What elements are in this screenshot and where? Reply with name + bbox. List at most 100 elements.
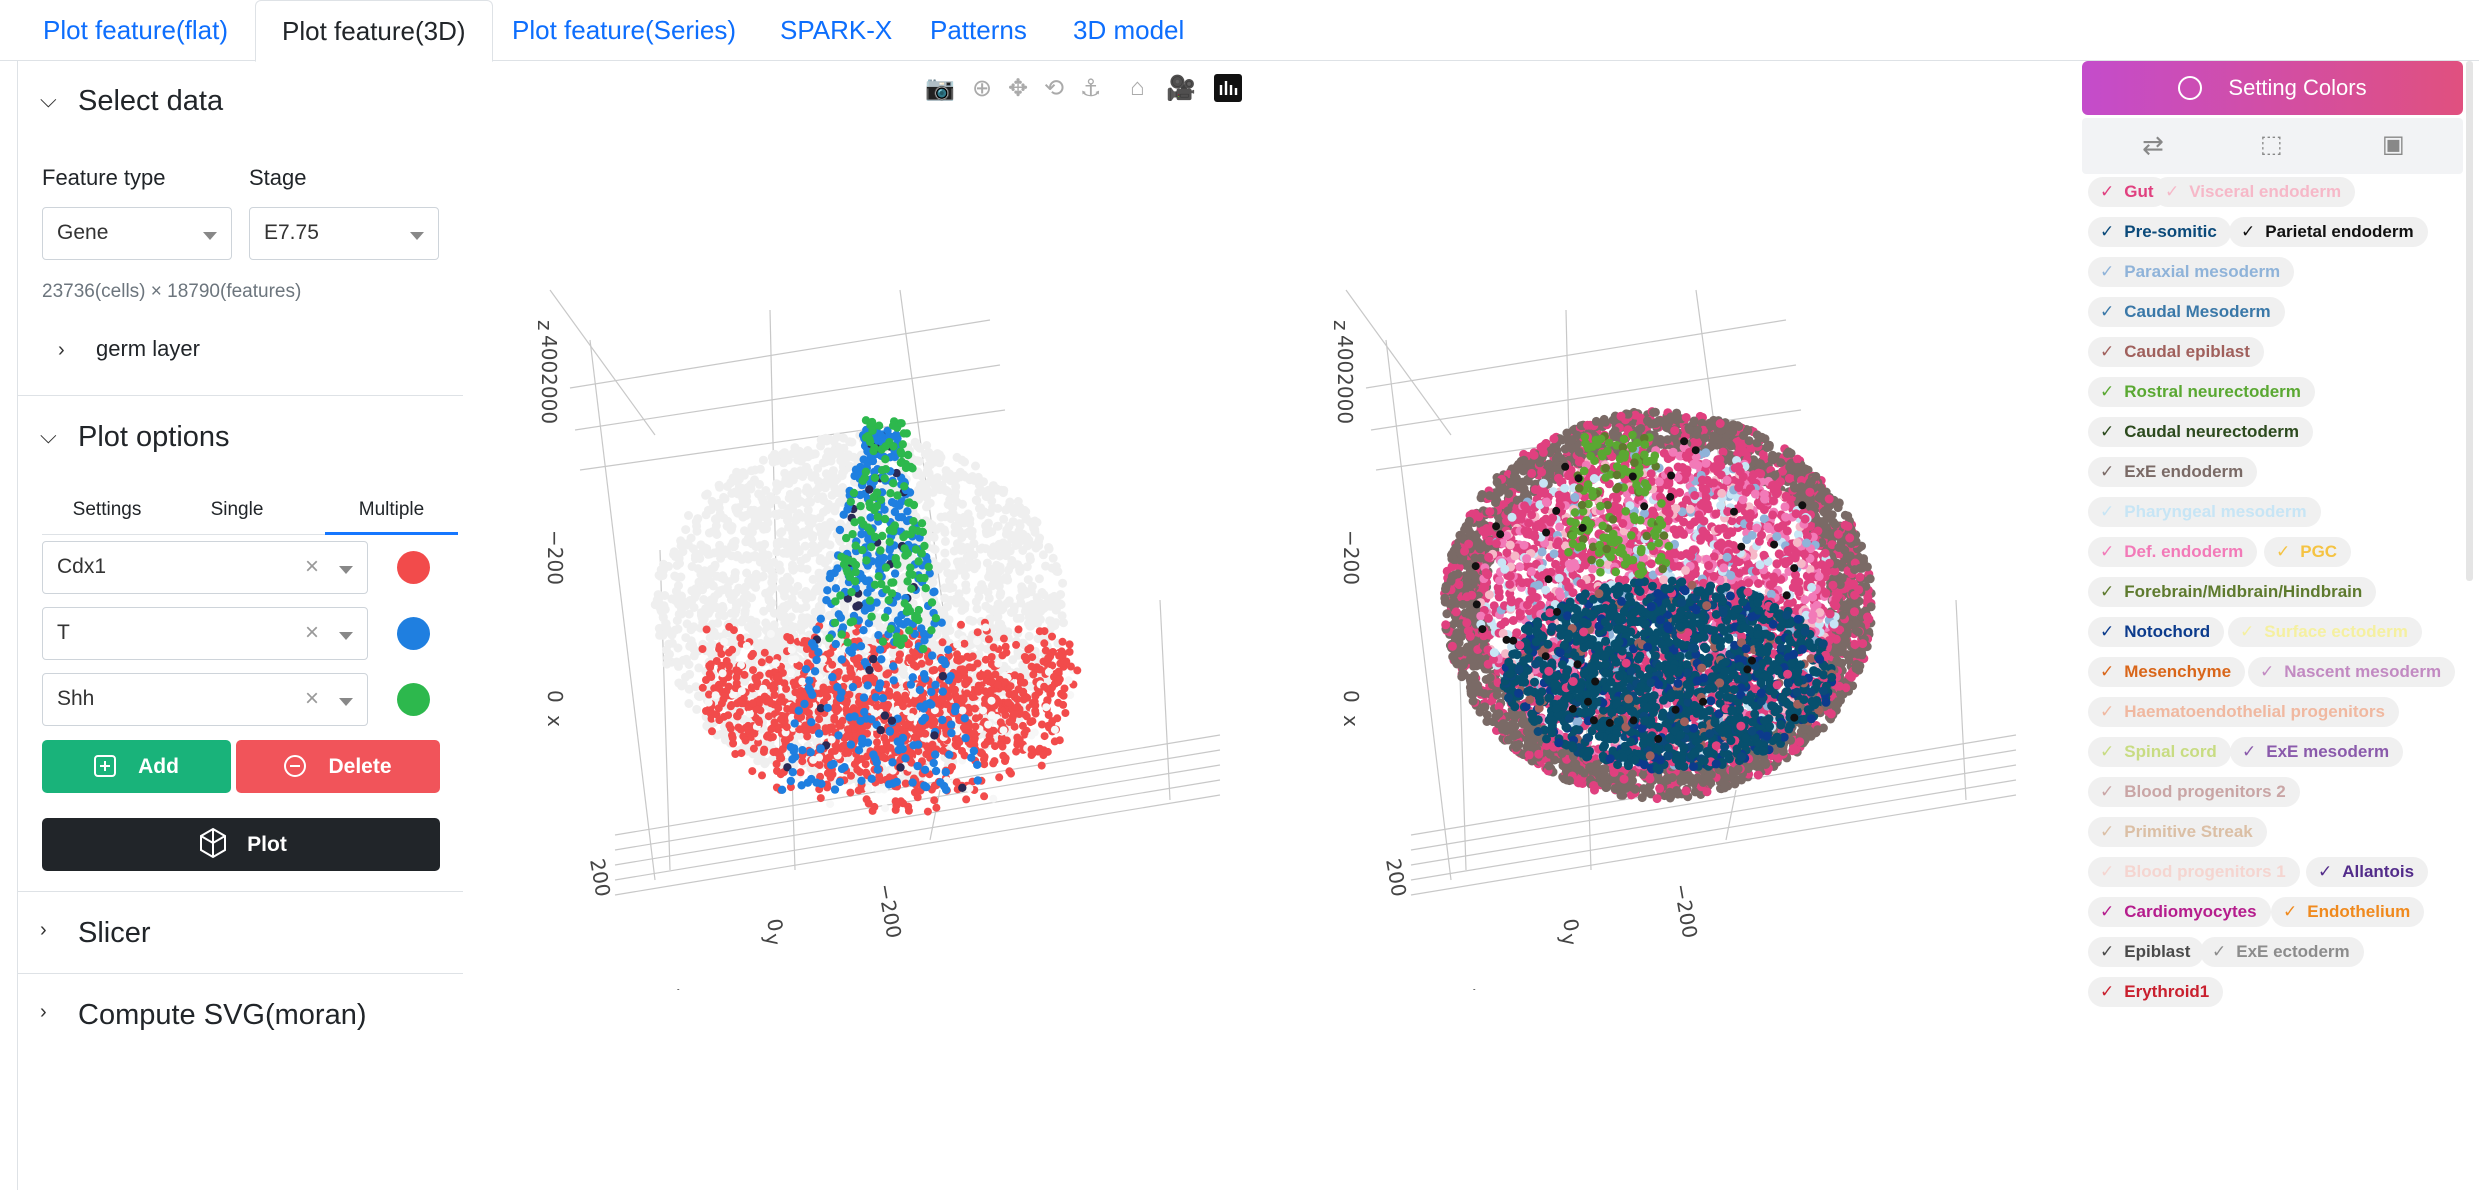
subtab-single[interactable]: Single: [210, 499, 264, 520]
legend-tag[interactable]: ✓ Paraxial mesoderm: [2088, 257, 2295, 287]
legend-tag[interactable]: ✓ Blood progenitors 1: [2088, 857, 2300, 887]
slicer-header[interactable]: › Slicer: [18, 893, 463, 973]
stage-select[interactable]: E7.75: [249, 207, 439, 260]
legend-tag-label: Gut: [2124, 182, 2154, 201]
legend-tag-label: Def. endoderm: [2124, 542, 2244, 561]
legend-tag[interactable]: ✓ Rostral neurectoderm: [2088, 377, 2315, 407]
gene-color-swatch-2[interactable]: [397, 617, 430, 650]
legend-tag[interactable]: ✓ Surface ectoderm: [2228, 617, 2422, 647]
select-data-header[interactable]: ⌵ Select data: [18, 61, 463, 141]
legend-tag[interactable]: ✓ Def. endoderm: [2088, 537, 2258, 567]
zoom-icon[interactable]: ⊕: [972, 75, 993, 102]
legend-tag[interactable]: ✓ PGC: [2264, 537, 2352, 567]
legend-tag-label: PGC: [2300, 542, 2338, 561]
feature-type-select[interactable]: Gene: [42, 207, 232, 260]
select-all-icon[interactable]: ▣: [2382, 131, 2405, 158]
check-icon: ✓: [2100, 302, 2115, 321]
legend-tag[interactable]: ✓ Allantois: [2306, 857, 2429, 887]
caret-down-icon: [339, 698, 353, 706]
camera-icon[interactable]: 📷: [925, 75, 955, 102]
palette-icon: [2178, 76, 2203, 100]
legend-tag-label: Visceral endoderm: [2189, 182, 2342, 201]
add-gene-button[interactable]: Add: [42, 740, 231, 793]
legend-tag[interactable]: ✓ Pharyngeal mesoderm: [2088, 497, 2321, 527]
check-icon: ✓: [2242, 742, 2257, 761]
legend-toolbar: ⇄ ⬚ ▣: [2082, 118, 2463, 174]
compute-svg-header[interactable]: › Compute SVG(moran): [18, 975, 463, 1055]
legend-tag[interactable]: ✓ Spinal cord: [2088, 737, 2231, 767]
legend-tag[interactable]: ✓ Forebrain/Midbrain/Hindbrain: [2088, 577, 2377, 607]
legend-tag[interactable]: ✓ Notochord: [2088, 617, 2225, 647]
legend-tag[interactable]: ✓ Mesenchyme: [2088, 657, 2246, 687]
reset-camera-home-icon[interactable]: ⌂: [1130, 74, 1145, 101]
delete-gene-button[interactable]: Delete: [236, 740, 440, 793]
legend-tag-label: Haematoendothelial progenitors: [2124, 702, 2385, 721]
subtab-multiple[interactable]: Multiple: [325, 487, 458, 535]
legend-tag[interactable]: ✓ Caudal Mesoderm: [2088, 297, 2285, 327]
pan-icon[interactable]: ✥: [1008, 75, 1029, 102]
gene-color-swatch-3[interactable]: [397, 683, 430, 716]
chevron-right-icon: ›: [40, 1001, 47, 1023]
legend-tag[interactable]: ✓ Endothelium: [2271, 897, 2425, 927]
check-icon: ✓: [2100, 782, 2115, 801]
plot-options-header[interactable]: ⌵ Plot options: [18, 397, 463, 477]
axis-tick-label: −200: [1669, 882, 1702, 940]
chevron-down-icon: ⌵: [40, 87, 57, 112]
clear-icon[interactable]: ×: [304, 553, 319, 580]
clear-icon[interactable]: ×: [304, 685, 319, 712]
check-icon: ✓: [2100, 382, 2115, 401]
swap-icon[interactable]: ⇄: [2142, 130, 2164, 160]
clear-icon[interactable]: ×: [304, 619, 319, 646]
setting-colors-button[interactable]: Setting Colors: [2082, 61, 2463, 115]
tab-patterns[interactable]: Patterns: [930, 15, 1027, 45]
gene-value: Shh: [57, 687, 95, 710]
legend-tag[interactable]: ✓ ExE endoderm: [2088, 457, 2258, 487]
legend-tag[interactable]: ✓ ExE mesoderm: [2230, 737, 2404, 767]
subtab-settings[interactable]: Settings: [72, 499, 142, 520]
plotly-logo-icon[interactable]: [1214, 74, 1242, 102]
save-camera-icon[interactable]: 🎥: [1166, 75, 1196, 102]
plot-options-subtabs: Settings Single Multiple: [42, 487, 458, 535]
legend-tag[interactable]: ✓ Haematoendothelial progenitors: [2088, 697, 2399, 727]
scrollbar[interactable]: [2466, 61, 2473, 581]
gene-select-2[interactable]: T ×: [42, 607, 368, 660]
tab-plot-feature-3d[interactable]: Plot feature(3D): [255, 0, 493, 62]
legend-tag[interactable]: ✓ Epiblast: [2088, 937, 2205, 967]
orbit-rotation-icon[interactable]: ⟲: [1044, 75, 1065, 102]
legend-tag[interactable]: ✓ Erythroid1: [2088, 977, 2224, 1007]
legend-tag[interactable]: ✓ Caudal epiblast: [2088, 337, 2264, 367]
legend-tag[interactable]: ✓ Blood progenitors 2: [2088, 777, 2300, 807]
plot-button[interactable]: Plot: [42, 818, 440, 871]
stage-value: E7.75: [264, 221, 319, 244]
gene-select-1[interactable]: Cdx1 ×: [42, 541, 368, 594]
legend-tag[interactable]: ✓ Nascent mesoderm: [2248, 657, 2456, 687]
legend-tag[interactable]: ✓ Visceral endoderm: [2153, 177, 2356, 207]
gene-color-swatch-1[interactable]: [397, 551, 430, 584]
legend-tag[interactable]: ✓ Pre-somitic: [2088, 217, 2231, 247]
gene-select-3[interactable]: Shh ×: [42, 673, 368, 726]
check-icon: ✓: [2260, 662, 2275, 681]
legend-tag[interactable]: ✓ Primitive Streak: [2088, 817, 2267, 847]
chevron-right-icon: ›: [40, 919, 47, 941]
legend-tag[interactable]: ✓ Gut: [2088, 177, 2168, 207]
legend-tag-label: Paraxial mesoderm: [2124, 262, 2281, 281]
legend-tag[interactable]: ✓ Cardiomyocytes: [2088, 897, 2271, 927]
legend-tag[interactable]: ✓ ExE ectoderm: [2200, 937, 2364, 967]
legend-tag[interactable]: ✓ Parietal endoderm: [2229, 217, 2428, 247]
tab-plot-feature-series[interactable]: Plot feature(Series): [512, 15, 736, 45]
axis-tick-label: 200: [660, 987, 690, 990]
turntable-icon[interactable]: ⚓: [1080, 75, 1102, 102]
check-icon: ✓: [2100, 982, 2115, 1001]
check-icon: ✓: [2100, 942, 2115, 961]
legend-tag[interactable]: ✓ Caudal neurectoderm: [2088, 417, 2314, 447]
germ-layer-toggle[interactable]: germ layer: [96, 336, 200, 361]
tab-spark-x[interactable]: SPARK-X: [780, 15, 893, 45]
legend-tag-label: Blood progenitors 2: [2124, 782, 2286, 801]
tab-3d-model[interactable]: 3D model: [1073, 15, 1185, 45]
tab-plot-feature-flat[interactable]: Plot feature(flat): [43, 15, 228, 45]
select-none-icon[interactable]: ⬚: [2260, 131, 2283, 158]
